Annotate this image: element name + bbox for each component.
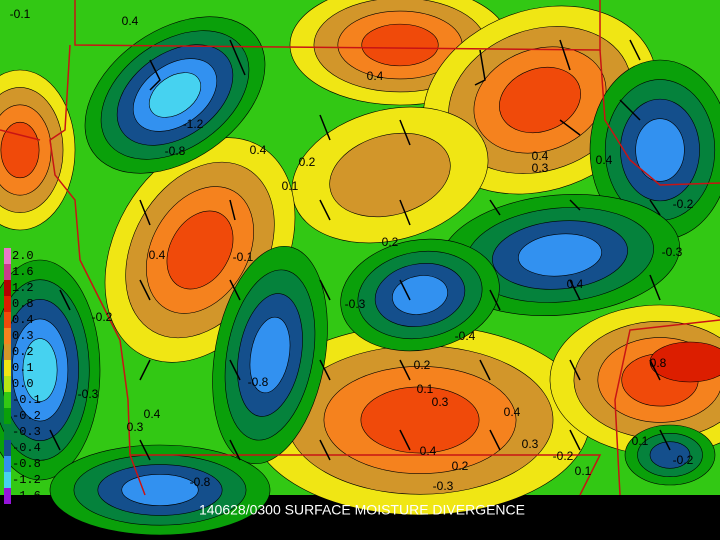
legend-swatch: [4, 328, 11, 344]
contour-label: -0.3: [345, 297, 366, 311]
wind-barbs: [49, 39, 671, 461]
contour-label: 0.2: [452, 459, 469, 473]
contour-labels: -0.1 0.4-1.2-0.8 0.40.20.10.40.40.30.4-0.2…: [10, 7, 694, 493]
contour-band: [148, 72, 202, 118]
contour-label: -0.2: [673, 197, 694, 211]
legend-swatch: [4, 296, 11, 312]
contour-label: 0.8: [650, 356, 667, 370]
contour-band: [499, 67, 581, 133]
contour-label: -0.1: [233, 250, 254, 264]
legend-swatch: [4, 456, 11, 472]
contour-label: 0.1: [575, 464, 592, 478]
contour-band: [22, 338, 58, 402]
contour-label: 0.4: [149, 248, 166, 262]
contour-label: -0.3: [662, 245, 683, 259]
contour-label: 0.4: [144, 407, 161, 421]
contour-band: [121, 474, 199, 506]
contour-label: -0.2: [673, 453, 694, 467]
legend-label: 2.0: [12, 249, 34, 263]
legend-swatch: [4, 280, 11, 296]
contour-label: 0.4: [596, 153, 613, 167]
contour-band: [361, 23, 439, 67]
legend-swatch: [4, 376, 11, 392]
contour-band: [392, 275, 448, 315]
legend-label: -0.4: [12, 441, 41, 455]
legend-swatch: [4, 392, 11, 408]
legend-label: 0.1: [12, 361, 34, 375]
legend-label: -0.3: [12, 425, 41, 439]
contour-label: 0.3: [127, 420, 144, 434]
legend-label: 0.4: [12, 313, 34, 327]
contour-label: -0.8: [248, 375, 269, 389]
contour-band: [635, 118, 685, 182]
border: [130, 454, 602, 496]
contour-label: 0.4: [532, 149, 549, 163]
contour-band: [518, 233, 602, 277]
legend-label: -1.2: [12, 473, 41, 487]
contour-band: [166, 210, 234, 290]
legend-label: 0.8: [12, 297, 34, 311]
state-borders: [0, 0, 720, 496]
contour-label: 0.4: [122, 14, 139, 28]
contour-band: [360, 386, 480, 454]
contour-band: [649, 341, 720, 383]
contour-label: -0.1: [10, 7, 31, 21]
contour-band: [649, 441, 691, 469]
legend-swatch: [4, 408, 11, 424]
legend-swatch: [4, 472, 11, 488]
contour-label: -0.3: [78, 387, 99, 401]
contour-label: -0.2: [553, 449, 574, 463]
legend-label: 1.6: [12, 265, 34, 279]
legend-swatch: [4, 248, 11, 264]
contour-label: -0.8: [190, 475, 211, 489]
contour-label: 0.4: [367, 69, 384, 83]
contour-label: 0.2: [299, 155, 316, 169]
contour-label: -0.4: [455, 329, 476, 343]
contour-label: -0.8: [165, 144, 186, 158]
contour-label: -0.3: [433, 479, 454, 493]
legend-swatch: [4, 360, 11, 376]
legend-swatch: [4, 344, 11, 360]
contour-label: 0.2: [414, 358, 431, 372]
contour-band: [329, 132, 451, 218]
legend-label: 0.2: [12, 345, 34, 359]
barb: [49, 39, 671, 461]
legend-swatch: [4, 264, 11, 280]
legend-label: -1.6: [12, 489, 41, 503]
contour-label: 0.3: [432, 395, 449, 409]
contour-label: 0.4: [567, 277, 584, 291]
contour-band: [0, 121, 40, 179]
contour-label: 0.4: [504, 405, 521, 419]
legend-swatch: [4, 440, 11, 456]
contour-label: -0.2: [92, 310, 113, 324]
contour-label: -1.2: [183, 117, 204, 131]
legend-swatch: [4, 424, 11, 440]
border: [0, 129, 41, 141]
legend-label: 0.0: [12, 377, 34, 391]
legend-label: 1.2: [12, 281, 34, 295]
border: [614, 319, 720, 496]
legend-label: -0.8: [12, 457, 41, 471]
contour-label: 0.1: [417, 382, 434, 396]
contour-label: 0.2: [382, 235, 399, 249]
caption: 140628/0300 SURFACE MOISTURE DIVERGENCE: [199, 502, 525, 518]
legend-label: 0.3: [12, 329, 34, 343]
legend-label: -0.1: [12, 393, 41, 407]
contour-label: 0.3: [522, 437, 539, 451]
legend: 2.0 1.6 1.2 0.8 0.4 0.3 0.2 0.1 0.0 -0.1 -0.2 -0.3 -…: [4, 248, 41, 504]
border: [74, 0, 601, 51]
contour-label: 0.3: [532, 161, 549, 175]
contour-label: 0.1: [282, 179, 299, 193]
contour-band: [249, 316, 291, 394]
legend-swatch: [4, 488, 11, 504]
border: [49, 44, 146, 496]
legend-label: -0.2: [12, 409, 41, 423]
border: [599, 49, 720, 186]
contour-label: 0.1: [632, 434, 649, 448]
contour-label: 0.4: [420, 444, 437, 458]
contour-label: 0.4: [250, 143, 267, 157]
legend-swatch: [4, 312, 11, 328]
